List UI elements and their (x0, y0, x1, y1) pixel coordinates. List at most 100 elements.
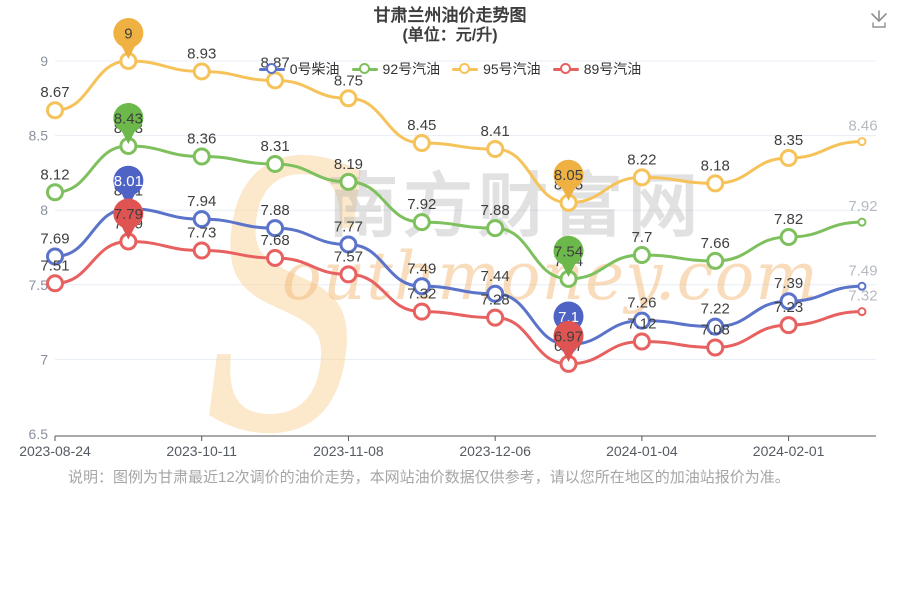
data-point[interactable] (857, 281, 867, 291)
data-point[interactable] (779, 292, 798, 311)
svg-text:2023-08-24: 2023-08-24 (19, 443, 91, 459)
min-value-pin-92号汽油[interactable]: 7.54 (553, 235, 584, 277)
legend-marker-icon (452, 62, 479, 76)
data-point[interactable] (486, 308, 505, 327)
data-point[interactable] (706, 174, 725, 193)
data-label: 7.32 (407, 286, 436, 303)
data-point[interactable] (339, 265, 358, 284)
svg-text:8: 8 (40, 202, 48, 218)
data-point[interactable] (486, 219, 505, 238)
data-point[interactable] (46, 274, 64, 293)
data-point[interactable] (412, 302, 431, 321)
y-axis-labels: 6.5 7 7.5 8 8.5 9 (29, 53, 49, 442)
data-point[interactable] (632, 311, 651, 330)
pin-value-label: 8.05 (554, 167, 583, 184)
pin-value-label: 8.01 (114, 173, 143, 190)
data-label: 7.57 (334, 248, 363, 265)
svg-text:6.5: 6.5 (29, 426, 49, 442)
gridlines (55, 60, 876, 360)
data-point[interactable] (46, 101, 64, 120)
svg-text:2023-11-08: 2023-11-08 (313, 443, 384, 459)
series-92号汽油 (46, 137, 867, 288)
pin-value-label: 6.97 (554, 328, 583, 345)
max-value-pin-89号汽油[interactable]: 7.79 (113, 198, 144, 240)
data-point[interactable] (339, 235, 358, 254)
data-point[interactable] (706, 251, 725, 270)
data-label: 7.23 (774, 299, 803, 316)
legend-label: 92号汽油 (382, 61, 441, 77)
data-label: 7.82 (774, 211, 803, 228)
series-labels-89号汽油: 7.517.797.737.687.577.327.286.977.127.08… (40, 216, 877, 355)
pin-value-label: 9 (124, 26, 132, 43)
data-point[interactable] (779, 228, 798, 247)
data-label: 8.75 (334, 72, 363, 89)
data-point[interactable] (266, 71, 285, 90)
max-value-pin-0号柴油[interactable]: 8.01 (113, 165, 144, 207)
svg-text:7.5: 7.5 (29, 277, 49, 293)
series-95号汽油 (46, 52, 867, 212)
data-point[interactable] (779, 316, 798, 335)
data-label: 7.69 (40, 230, 69, 247)
data-point[interactable] (632, 168, 651, 187)
data-label: 7.77 (334, 219, 363, 236)
svg-text:7: 7 (40, 351, 48, 367)
data-label: 7.88 (260, 202, 289, 219)
legend-item-0-diesel[interactable]: 0号柴油 (258, 62, 340, 76)
data-point[interactable] (486, 140, 505, 159)
svg-text:2023-12-06: 2023-12-06 (459, 443, 531, 459)
data-label: 7.94 (187, 193, 216, 210)
legend-marker-icon (351, 62, 378, 76)
data-point[interactable] (857, 217, 867, 227)
svg-text:9: 9 (40, 53, 48, 69)
data-label: 7.08 (701, 321, 730, 338)
data-point[interactable] (46, 247, 64, 266)
max-value-pin-92号汽油[interactable]: 8.43 (113, 103, 144, 145)
data-point[interactable] (857, 137, 867, 147)
data-label: 7.66 (701, 235, 730, 252)
data-point[interactable] (266, 219, 285, 238)
data-point[interactable] (46, 183, 64, 202)
data-point[interactable] (779, 148, 798, 167)
legend-item-95-gasoline[interactable]: 95号汽油 (452, 62, 541, 76)
data-point[interactable] (412, 134, 431, 153)
data-point[interactable] (412, 277, 431, 296)
legend-item-89-gasoline[interactable]: 89号汽油 (552, 62, 641, 76)
data-label: 7.28 (481, 292, 510, 309)
data-label: 8.46 (848, 118, 877, 135)
pin-value-label: 8.43 (114, 111, 143, 128)
data-label: 8.22 (627, 151, 656, 168)
data-point[interactable] (192, 241, 211, 260)
max-value-pin-95号汽油[interactable]: 9 (113, 18, 144, 59)
min-value-pin-95号汽油[interactable]: 8.05 (553, 159, 584, 201)
series-line (54, 144, 862, 281)
data-point[interactable] (192, 210, 211, 229)
data-label: 7.7 (631, 229, 652, 246)
data-label: 8.18 (701, 157, 730, 174)
data-point[interactable] (412, 213, 431, 232)
data-point[interactable] (706, 338, 725, 357)
data-point[interactable] (632, 332, 651, 351)
data-point[interactable] (339, 89, 358, 108)
min-value-pin-89号汽油[interactable]: 6.97 (553, 320, 584, 362)
data-point[interactable] (192, 62, 211, 81)
data-label: 7.88 (481, 202, 510, 219)
data-point[interactable] (192, 147, 211, 166)
data-label: 7.68 (260, 232, 289, 249)
data-label: 8.35 (774, 132, 803, 149)
svg-text:2024-01-04: 2024-01-04 (606, 443, 678, 459)
data-point[interactable] (632, 245, 651, 264)
data-point[interactable] (339, 172, 358, 191)
data-point[interactable] (266, 154, 285, 173)
download-icon[interactable] (866, 6, 892, 32)
data-label: 7.92 (407, 196, 436, 213)
data-label: 8.67 (40, 84, 69, 101)
data-point[interactable] (857, 307, 867, 317)
data-label: 7.49 (407, 260, 436, 277)
data-point[interactable] (706, 317, 725, 336)
data-point[interactable] (266, 248, 285, 267)
legend-item-92-gasoline[interactable]: 92号汽油 (351, 61, 441, 77)
x-axis-labels: 2023-08-24 2023-10-11 2023-11-08 2023-12-06… (19, 443, 824, 459)
data-point[interactable] (486, 284, 505, 303)
